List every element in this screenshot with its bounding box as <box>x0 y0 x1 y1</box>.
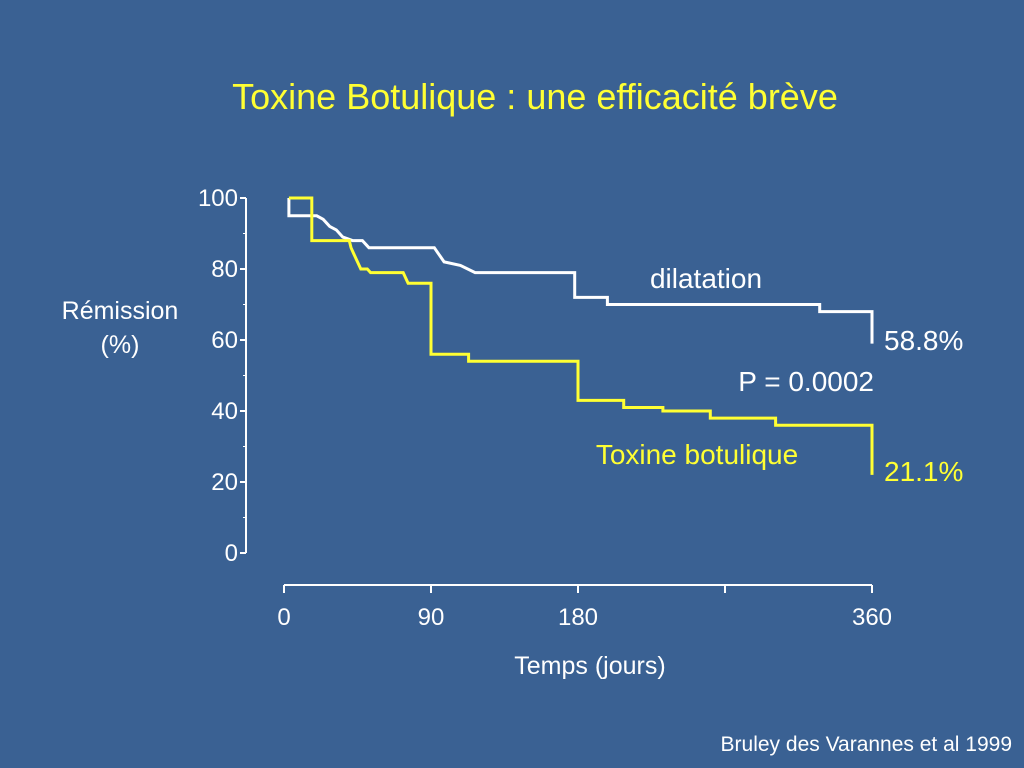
citation: Bruley des Varannes et al 1999 <box>720 733 1012 756</box>
series-line-toxine <box>288 196 874 475</box>
end-label-toxine: 21.1% <box>884 456 963 487</box>
p-value-label: P = 0.0002 <box>738 366 874 397</box>
x-axis-label: Temps (jours) <box>514 652 666 680</box>
series-line-dilatation <box>287 198 874 344</box>
slide-title: Toxine Botulique : une efficacité brève <box>232 76 838 117</box>
y-tick-label: 60 <box>211 327 238 354</box>
x-tick-label: 0 <box>277 604 290 631</box>
series-label-toxine: Toxine botulique <box>596 439 798 470</box>
x-tick-label: 180 <box>558 604 598 631</box>
series-label-dilatation: dilatation <box>650 263 762 294</box>
x-tick-label: 360 <box>852 604 892 631</box>
y-tick-label: 0 <box>225 540 238 567</box>
y-tick-label: 100 <box>198 185 238 212</box>
x-tick-label: 90 <box>418 604 445 631</box>
y-tick-label: 80 <box>211 256 238 283</box>
end-label-dilatation: 58.8% <box>884 325 963 356</box>
y-tick-label: 40 <box>211 398 238 425</box>
y-axis-label: Rémission (%) <box>61 297 179 359</box>
y-tick-label: 20 <box>211 469 238 496</box>
